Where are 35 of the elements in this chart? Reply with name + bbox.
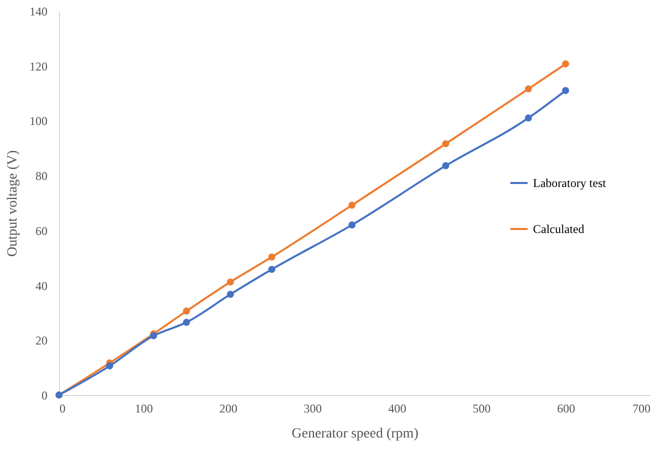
point: [562, 87, 570, 94]
y-tick-label: 60: [36, 224, 48, 238]
x-tick-label: 400: [388, 402, 406, 416]
y-tick-label: 40: [36, 278, 48, 293]
y-tick-label: 0: [42, 388, 48, 402]
y-tick-label: 140: [30, 4, 48, 18]
point: [268, 266, 276, 273]
point: [226, 278, 234, 286]
point: [182, 308, 190, 315]
x-tick-label: 0: [60, 402, 66, 416]
y-tick-label: 80: [36, 169, 48, 184]
point: [524, 85, 532, 92]
point: [442, 140, 450, 148]
point: [348, 202, 356, 209]
point: [268, 254, 276, 261]
x-tick-label: 300: [304, 402, 322, 416]
point: [182, 318, 190, 326]
legend-label: Laboratory test: [533, 176, 607, 190]
point: [348, 221, 356, 228]
point: [442, 162, 450, 170]
point: [226, 290, 234, 298]
x-tick-label: 600: [557, 402, 576, 416]
y-tick-label: 20: [36, 334, 48, 348]
y-tick-label: 120: [30, 59, 48, 74]
legend-label: Calculated: [533, 222, 584, 236]
x-tick-label: 100: [134, 402, 153, 416]
x-axis-title: Generator speed (rpm): [292, 426, 419, 442]
point: [524, 114, 532, 122]
y-axis-title: Output voltage (V): [6, 150, 20, 257]
x-tick-label: 500: [472, 402, 491, 416]
point: [106, 362, 114, 370]
point: [562, 60, 570, 68]
x-tick-label: 700: [632, 402, 650, 416]
x-tick-label: 200: [219, 402, 238, 416]
y-tick-label: 100: [30, 114, 48, 128]
